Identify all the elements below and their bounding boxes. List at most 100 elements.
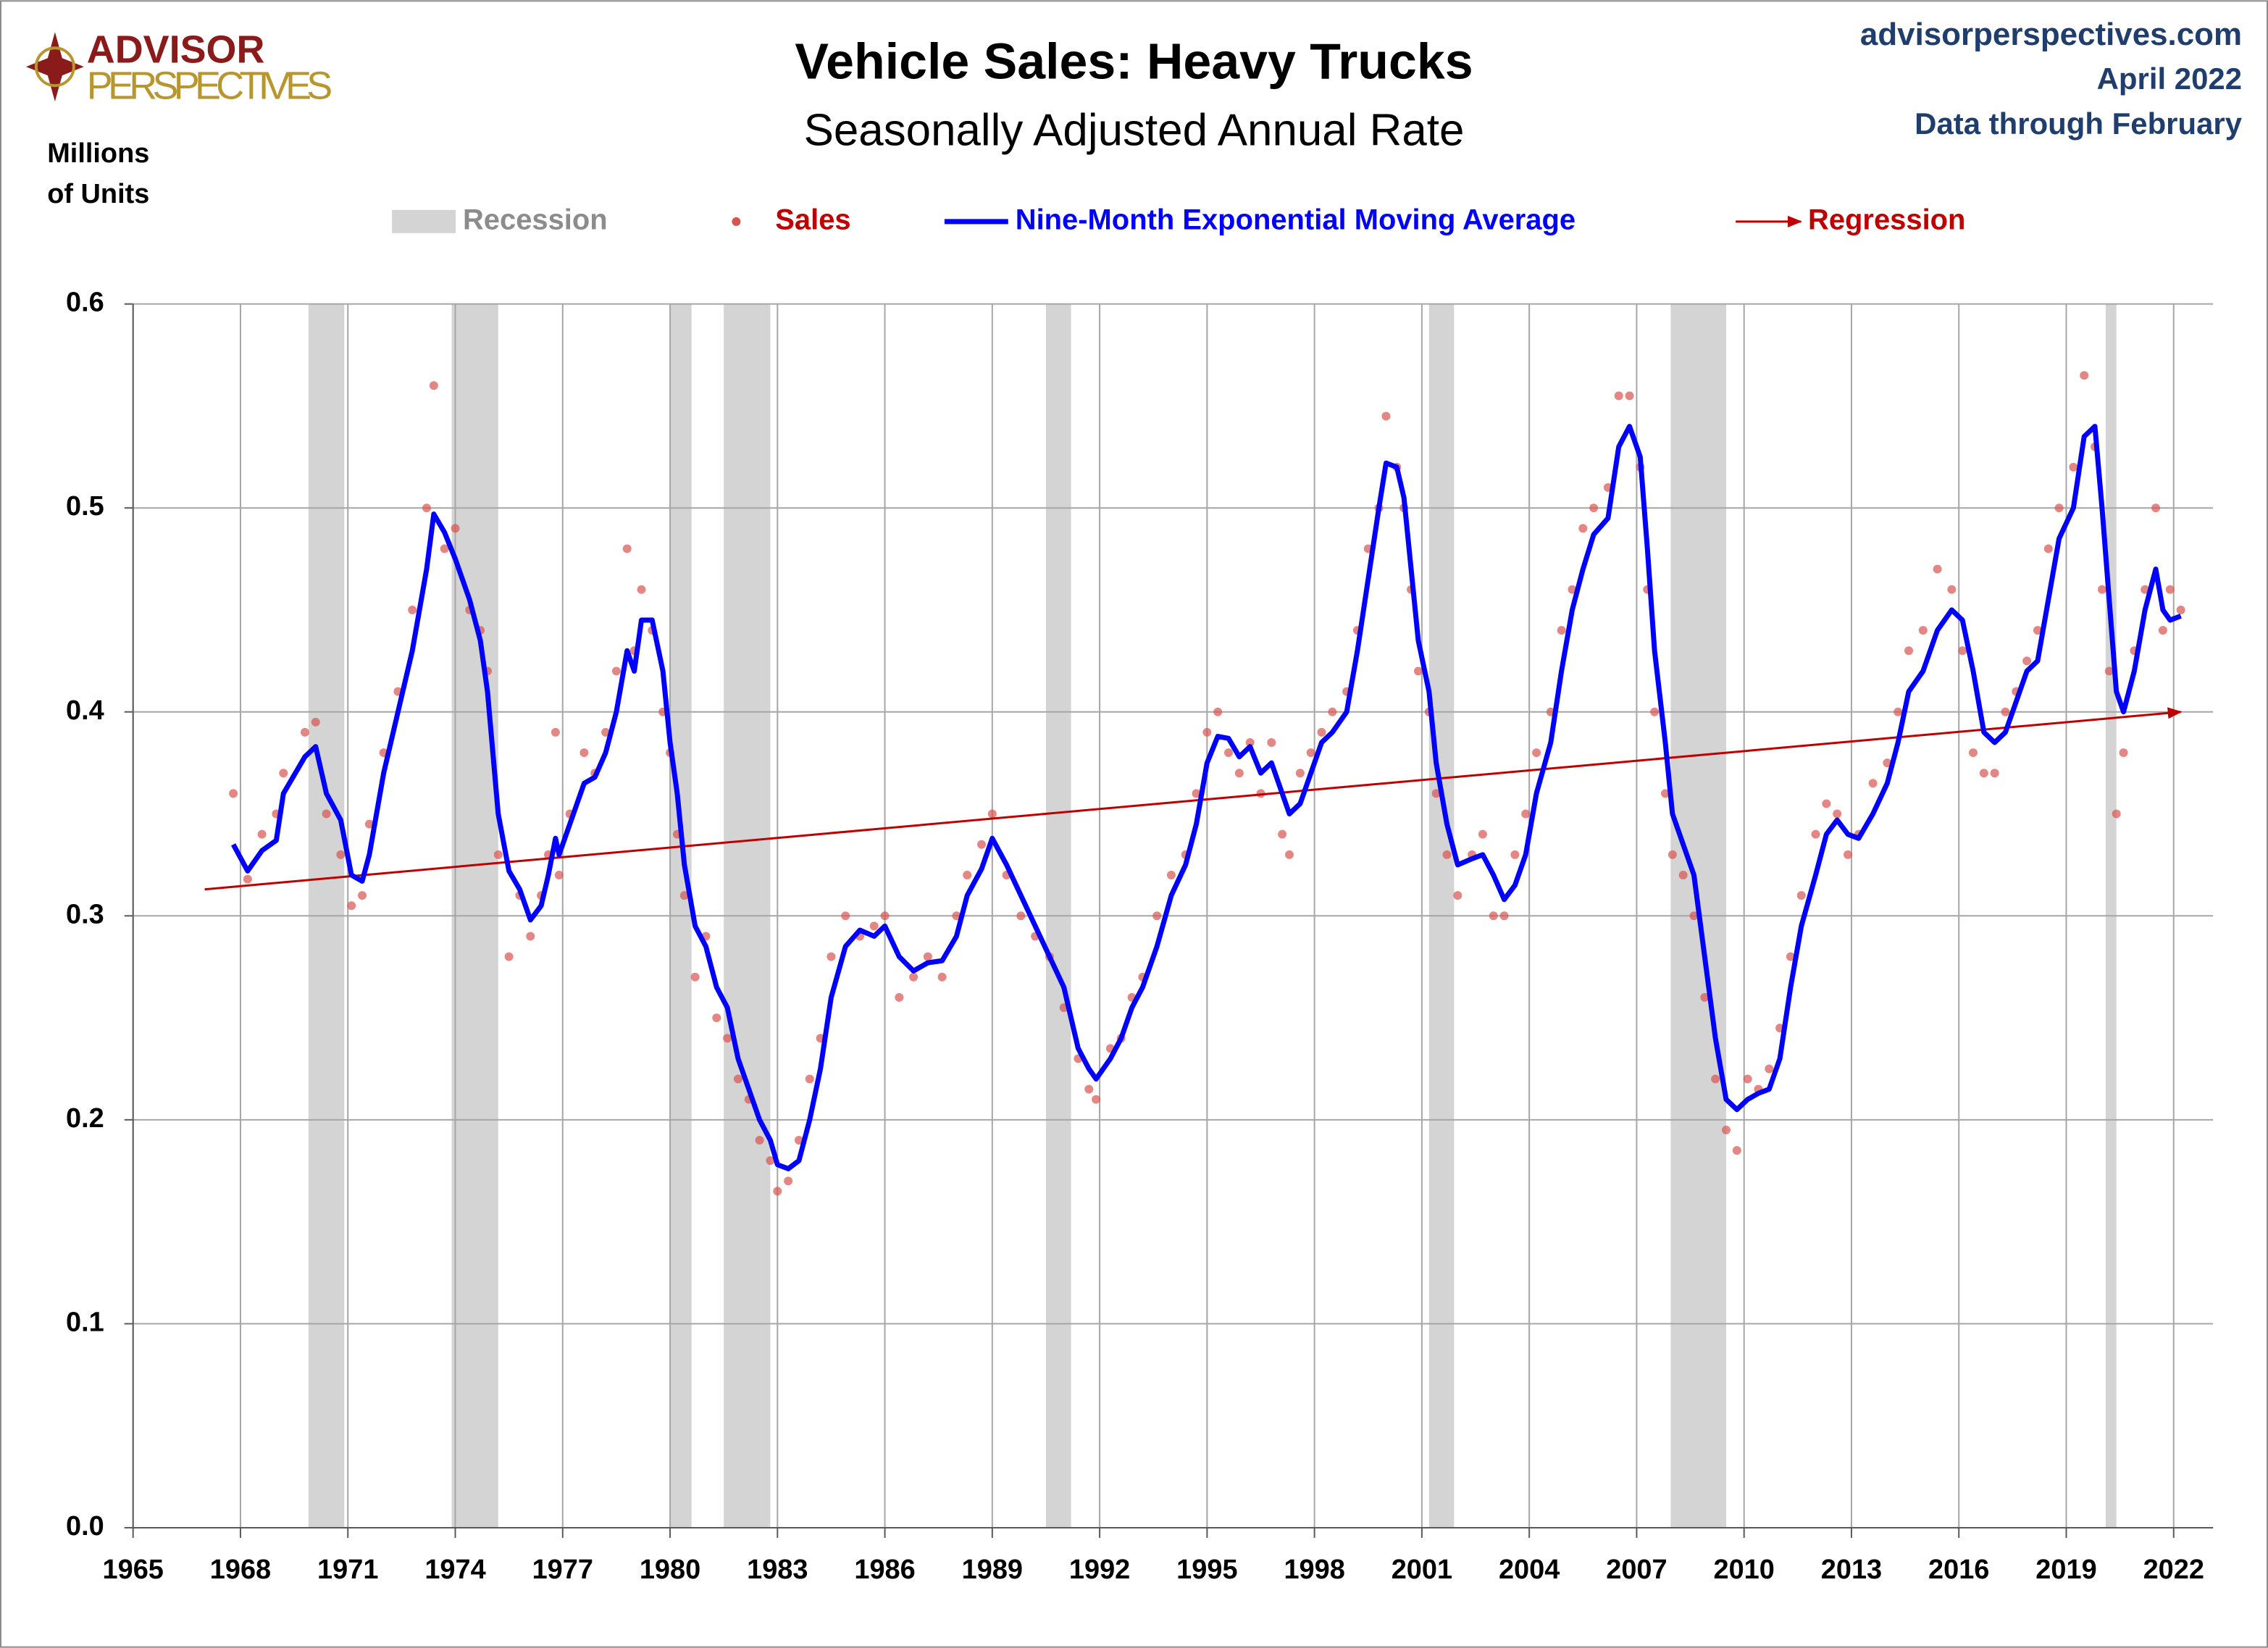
sales-dot [336, 850, 346, 859]
sales-dot [526, 932, 535, 941]
y-tick-label: 0.6 [66, 288, 104, 318]
sales-dot [784, 1176, 793, 1186]
site-name: advisorperspectives.com [1860, 17, 2242, 52]
sales-dot [1278, 829, 1287, 839]
sales-dot [1667, 850, 1677, 859]
sales-dot [1589, 503, 1599, 513]
sales-dot [1557, 626, 1566, 635]
x-tick-label: 1965 [103, 1555, 164, 1585]
sales-dot [1743, 1074, 1752, 1084]
sales-dot [841, 911, 850, 921]
sales-dot [300, 727, 309, 737]
y-tick-label: 0.3 [66, 899, 104, 929]
x-tick-label: 1971 [317, 1555, 378, 1585]
sales-dot [1700, 992, 1710, 1002]
sales-dot [952, 911, 961, 921]
x-tick-label: 1992 [1069, 1555, 1130, 1585]
y-tick-label: 0.0 [66, 1511, 104, 1542]
sales-dot [1625, 391, 1634, 401]
chart-subtitle: Seasonally Adjusted Annual Rate [804, 105, 1465, 155]
x-tick-label: 1986 [854, 1555, 915, 1585]
chart-title: Vehicle Sales: Heavy Trucks [795, 33, 1473, 90]
sales-dot [1894, 707, 1903, 716]
sales-dot [1933, 564, 1942, 574]
sales-dot [257, 829, 267, 839]
sales-dot [1958, 646, 1967, 656]
sales-dot [279, 769, 288, 778]
sales-dot [1796, 891, 1806, 900]
sales-dot [2176, 605, 2185, 614]
sales-dot [923, 952, 932, 961]
sales-dot [895, 992, 904, 1002]
sales-dot [1990, 769, 1999, 778]
sales-dot [1969, 748, 1978, 758]
legend-sales-label: Sales [775, 204, 850, 235]
sales-dot [2069, 462, 2078, 472]
sales-dot [1413, 666, 1423, 676]
sales-dot [1453, 891, 1463, 900]
x-tick-label: 1989 [962, 1555, 1023, 1585]
sales-dot [794, 1136, 803, 1145]
y-tick-label: 0.1 [66, 1307, 104, 1337]
sales-dot [2033, 626, 2042, 635]
sales-dot [2151, 503, 2161, 513]
sales-dot [1431, 789, 1441, 798]
sales-dot [690, 972, 700, 982]
x-tick-label: 1968 [210, 1555, 271, 1585]
x-tick-label: 1998 [1284, 1555, 1344, 1585]
sales-dot [805, 1074, 814, 1084]
sales-dot [1478, 829, 1487, 839]
sales-dot [1883, 758, 1892, 768]
y-tick-label: 0.2 [66, 1103, 104, 1134]
regression-line [204, 707, 2183, 891]
sales-dot [243, 874, 252, 884]
sales-dot [1765, 1064, 1774, 1074]
sales-dot [364, 819, 374, 829]
x-tick-label: 2019 [2035, 1555, 2096, 1585]
sales-dot [2097, 585, 2106, 594]
sales-dot [1510, 850, 1520, 859]
sales-dot [733, 1074, 742, 1084]
sales-dot [493, 850, 503, 859]
sales-dot [347, 901, 356, 911]
logo-star [25, 32, 84, 102]
sales-dot [1213, 707, 1223, 716]
legend-recession-swatch [392, 209, 456, 233]
sales-dot [2112, 809, 2121, 819]
sales-dot [755, 1136, 764, 1145]
sales-dot [1711, 1074, 1720, 1084]
sales-dot [1224, 748, 1234, 758]
data-note: Data through February [1915, 106, 2243, 141]
sales-dot [1285, 850, 1294, 859]
sales-dot [2080, 371, 2089, 380]
sales-dot [611, 666, 621, 676]
sales-dot [1306, 748, 1315, 758]
sales-dot [322, 809, 331, 819]
sales-dot [1650, 707, 1660, 716]
sales-dot [1532, 748, 1541, 758]
sales-dot [1267, 737, 1276, 747]
sales-dot [422, 503, 431, 513]
sales-dot [358, 891, 367, 900]
sales-dot [429, 381, 438, 390]
sales-dot [1614, 391, 1623, 401]
logo-ring [34, 46, 75, 88]
sales-dot [622, 544, 632, 553]
x-tick-label: 2013 [1821, 1555, 1882, 1585]
sales-dot [1721, 1125, 1731, 1134]
sales-dot [579, 748, 589, 758]
sales-dot [229, 789, 238, 798]
sales-dot [2158, 626, 2167, 635]
sales-dot [1678, 870, 1688, 879]
sales-dot [1152, 911, 1162, 921]
sales-dot [311, 717, 320, 727]
sales-dot [1947, 585, 1957, 594]
sales-dot [2104, 666, 2114, 676]
legend-recession-label: Recession [463, 204, 608, 235]
sales-dot [937, 972, 947, 982]
sales-dot [2043, 544, 2053, 553]
sales-dot [1868, 779, 1878, 788]
y-axis-label: of Units [47, 179, 149, 209]
